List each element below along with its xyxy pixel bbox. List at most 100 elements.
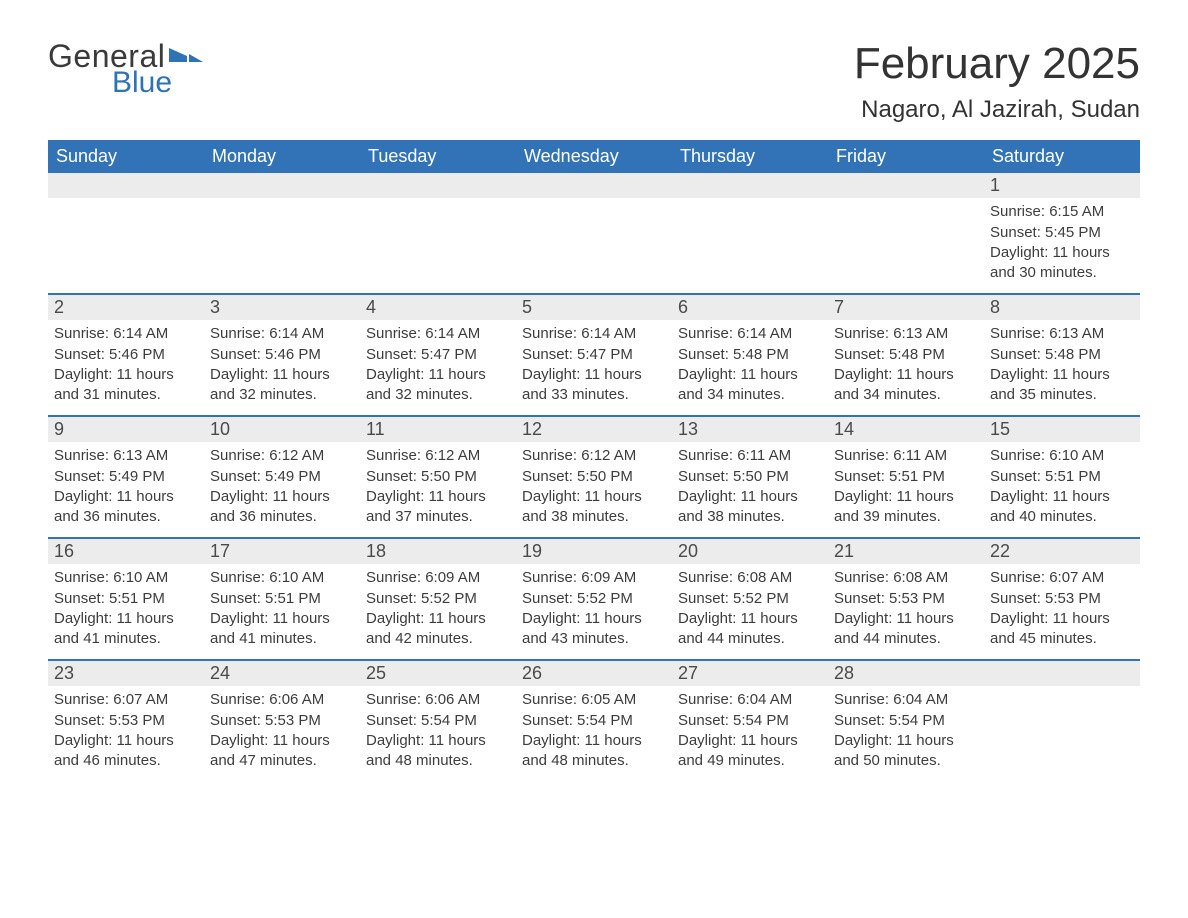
- day-number: 11: [360, 417, 516, 442]
- day-number: 19: [516, 539, 672, 564]
- day-details: Sunrise: 6:13 AMSunset: 5:48 PMDaylight:…: [828, 320, 984, 415]
- day-number: 1: [984, 173, 1140, 198]
- day-detail-line: Sunset: 5:52 PM: [366, 589, 510, 609]
- day-detail-line: Daylight: 11 hours: [834, 365, 978, 385]
- day-detail-line: Sunrise: 6:07 AM: [54, 690, 198, 710]
- calendar-day: 2Sunrise: 6:14 AMSunset: 5:46 PMDaylight…: [48, 295, 204, 415]
- calendar-day: 14Sunrise: 6:11 AMSunset: 5:51 PMDayligh…: [828, 417, 984, 537]
- day-detail-line: Sunset: 5:46 PM: [54, 345, 198, 365]
- logo: General Blue: [48, 40, 203, 98]
- day-detail-line: Daylight: 11 hours: [210, 487, 354, 507]
- day-detail-line: Daylight: 11 hours: [990, 487, 1134, 507]
- day-detail-line: and 32 minutes.: [366, 385, 510, 405]
- day-number: .: [204, 173, 360, 198]
- day-detail-line: Sunset: 5:54 PM: [834, 711, 978, 731]
- day-detail-line: Sunrise: 6:10 AM: [54, 568, 198, 588]
- day-detail-line: Sunset: 5:53 PM: [54, 711, 198, 731]
- day-detail-line: Daylight: 11 hours: [678, 365, 822, 385]
- day-detail-line: Sunset: 5:46 PM: [210, 345, 354, 365]
- day-number: 4: [360, 295, 516, 320]
- day-detail-line: Daylight: 11 hours: [54, 365, 198, 385]
- day-detail-line: Daylight: 11 hours: [990, 609, 1134, 629]
- day-number: 16: [48, 539, 204, 564]
- day-details: Sunrise: 6:15 AMSunset: 5:45 PMDaylight:…: [984, 198, 1140, 293]
- calendar-week: 23Sunrise: 6:07 AMSunset: 5:53 PMDayligh…: [48, 659, 1140, 781]
- day-detail-line: Daylight: 11 hours: [678, 731, 822, 751]
- day-detail-line: and 38 minutes.: [678, 507, 822, 527]
- day-detail-line: Sunrise: 6:12 AM: [522, 446, 666, 466]
- day-detail-line: and 36 minutes.: [54, 507, 198, 527]
- day-detail-line: Daylight: 11 hours: [522, 365, 666, 385]
- day-detail-line: Daylight: 11 hours: [366, 731, 510, 751]
- day-number: 26: [516, 661, 672, 686]
- day-detail-line: Sunset: 5:54 PM: [366, 711, 510, 731]
- day-details: Sunrise: 6:14 AMSunset: 5:47 PMDaylight:…: [360, 320, 516, 415]
- day-details: Sunrise: 6:13 AMSunset: 5:49 PMDaylight:…: [48, 442, 204, 537]
- day-details: Sunrise: 6:05 AMSunset: 5:54 PMDaylight:…: [516, 686, 672, 781]
- logo-text-blue: Blue: [112, 68, 203, 98]
- day-number: 5: [516, 295, 672, 320]
- day-detail-line: Sunrise: 6:09 AM: [522, 568, 666, 588]
- day-detail-line: Sunset: 5:54 PM: [678, 711, 822, 731]
- day-detail-line: Daylight: 11 hours: [522, 487, 666, 507]
- location-subtitle: Nagaro, Al Jazirah, Sudan: [854, 96, 1140, 124]
- day-detail-line: Sunset: 5:52 PM: [522, 589, 666, 609]
- day-details: Sunrise: 6:09 AMSunset: 5:52 PMDaylight:…: [360, 564, 516, 659]
- month-title: February 2025: [854, 40, 1140, 88]
- calendar-day: .: [984, 661, 1140, 781]
- day-detail-line: and 42 minutes.: [366, 629, 510, 649]
- day-detail-line: Sunset: 5:48 PM: [834, 345, 978, 365]
- day-detail-line: Daylight: 11 hours: [210, 609, 354, 629]
- day-detail-line: Sunset: 5:52 PM: [678, 589, 822, 609]
- day-number: 18: [360, 539, 516, 564]
- day-number: 28: [828, 661, 984, 686]
- day-detail-line: Daylight: 11 hours: [522, 731, 666, 751]
- calendar-day: 1Sunrise: 6:15 AMSunset: 5:45 PMDaylight…: [984, 173, 1140, 293]
- day-detail-line: Sunset: 5:53 PM: [210, 711, 354, 731]
- day-detail-line: and 44 minutes.: [834, 629, 978, 649]
- day-detail-line: Daylight: 11 hours: [210, 731, 354, 751]
- day-detail-line: Sunrise: 6:04 AM: [678, 690, 822, 710]
- calendar: Sunday Monday Tuesday Wednesday Thursday…: [48, 140, 1140, 781]
- calendar-day: 5Sunrise: 6:14 AMSunset: 5:47 PMDaylight…: [516, 295, 672, 415]
- day-detail-line: Sunset: 5:48 PM: [990, 345, 1134, 365]
- day-number: 24: [204, 661, 360, 686]
- day-detail-line: and 36 minutes.: [210, 507, 354, 527]
- calendar-day: 18Sunrise: 6:09 AMSunset: 5:52 PMDayligh…: [360, 539, 516, 659]
- day-detail-line: Sunset: 5:49 PM: [210, 467, 354, 487]
- day-detail-line: Sunset: 5:54 PM: [522, 711, 666, 731]
- calendar-day: .: [516, 173, 672, 293]
- day-detail-line: and 49 minutes.: [678, 751, 822, 771]
- day-details: Sunrise: 6:10 AMSunset: 5:51 PMDaylight:…: [204, 564, 360, 659]
- day-detail-line: Sunrise: 6:14 AM: [678, 324, 822, 344]
- calendar-day: .: [828, 173, 984, 293]
- day-detail-line: and 37 minutes.: [366, 507, 510, 527]
- calendar-day: 4Sunrise: 6:14 AMSunset: 5:47 PMDaylight…: [360, 295, 516, 415]
- calendar-day: 11Sunrise: 6:12 AMSunset: 5:50 PMDayligh…: [360, 417, 516, 537]
- day-detail-line: Sunrise: 6:10 AM: [210, 568, 354, 588]
- calendar-day: 15Sunrise: 6:10 AMSunset: 5:51 PMDayligh…: [984, 417, 1140, 537]
- day-detail-line: Sunset: 5:49 PM: [54, 467, 198, 487]
- day-details: Sunrise: 6:07 AMSunset: 5:53 PMDaylight:…: [984, 564, 1140, 659]
- day-number: 9: [48, 417, 204, 442]
- day-detail-line: Sunrise: 6:07 AM: [990, 568, 1134, 588]
- calendar-week: 9Sunrise: 6:13 AMSunset: 5:49 PMDaylight…: [48, 415, 1140, 537]
- day-details: Sunrise: 6:06 AMSunset: 5:53 PMDaylight:…: [204, 686, 360, 781]
- calendar-day: 23Sunrise: 6:07 AMSunset: 5:53 PMDayligh…: [48, 661, 204, 781]
- calendar-day: 19Sunrise: 6:09 AMSunset: 5:52 PMDayligh…: [516, 539, 672, 659]
- day-detail-line: and 40 minutes.: [990, 507, 1134, 527]
- calendar-day: 3Sunrise: 6:14 AMSunset: 5:46 PMDaylight…: [204, 295, 360, 415]
- day-detail-line: Daylight: 11 hours: [366, 365, 510, 385]
- calendar-day: 27Sunrise: 6:04 AMSunset: 5:54 PMDayligh…: [672, 661, 828, 781]
- day-details: Sunrise: 6:11 AMSunset: 5:50 PMDaylight:…: [672, 442, 828, 537]
- day-number: 17: [204, 539, 360, 564]
- day-number: 21: [828, 539, 984, 564]
- calendar-day: 25Sunrise: 6:06 AMSunset: 5:54 PMDayligh…: [360, 661, 516, 781]
- weekday-header: Wednesday: [516, 140, 672, 173]
- day-detail-line: Daylight: 11 hours: [678, 609, 822, 629]
- day-detail-line: Daylight: 11 hours: [990, 365, 1134, 385]
- day-number: 20: [672, 539, 828, 564]
- day-number: 22: [984, 539, 1140, 564]
- day-number: 15: [984, 417, 1140, 442]
- day-detail-line: Sunrise: 6:12 AM: [210, 446, 354, 466]
